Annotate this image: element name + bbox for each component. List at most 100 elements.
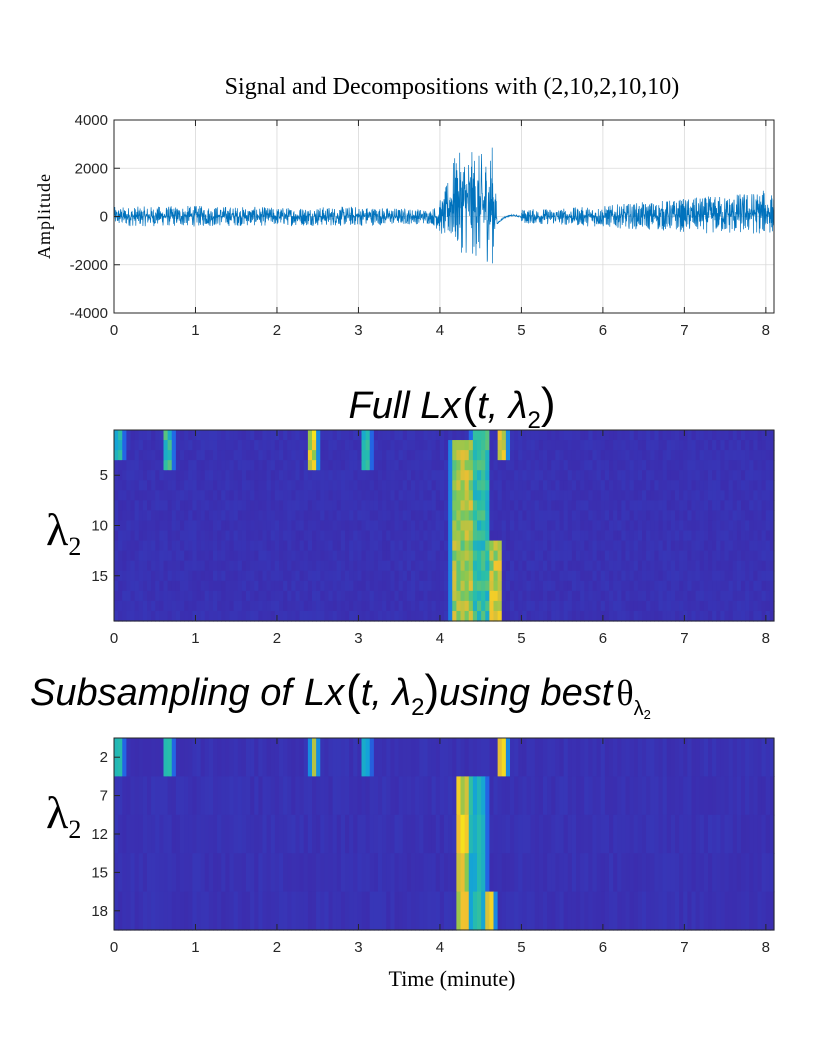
p3-cell <box>167 891 173 931</box>
p3-cell <box>720 814 726 854</box>
p2-cell <box>538 570 544 582</box>
sub-title-arg: t, λ <box>361 672 411 714</box>
p2-cell <box>687 610 693 622</box>
p2-cell <box>761 520 767 532</box>
p2-cell <box>555 560 561 572</box>
p2-cell <box>637 600 643 612</box>
p2-cell <box>757 590 763 602</box>
p3-cell <box>683 814 688 854</box>
p3-cell <box>745 891 750 931</box>
p2-cell <box>563 550 569 562</box>
p2-cell <box>419 600 424 612</box>
p2-cell <box>361 490 367 501</box>
p3-cell <box>357 853 363 893</box>
p2-cell <box>345 550 350 562</box>
p2-cell <box>675 510 680 522</box>
p2-cell <box>217 520 222 532</box>
p2-cell <box>126 490 132 501</box>
p2-cell <box>761 580 767 592</box>
p2-cell <box>683 480 688 491</box>
p2-cell <box>345 520 350 532</box>
p3-cell <box>666 891 672 931</box>
p3-cell <box>175 738 181 777</box>
p2-cell <box>489 580 495 592</box>
p2-cell <box>691 510 697 522</box>
p2-cell <box>382 580 387 592</box>
p2-cell <box>233 590 239 602</box>
signal-x-tick-label: 8 <box>762 322 770 339</box>
p3-cell <box>559 738 565 777</box>
p2-cell <box>299 540 305 552</box>
p2-cell <box>571 590 577 602</box>
p2-cell <box>411 580 416 592</box>
p3-cell <box>543 891 548 931</box>
p2-cell <box>419 520 424 532</box>
p2-cell <box>180 550 185 562</box>
p2-cell <box>724 440 730 451</box>
p2-cell <box>604 600 610 612</box>
p3-cell <box>349 814 354 854</box>
p2-cell <box>683 550 688 562</box>
p2-cell <box>345 450 350 461</box>
p2-cell <box>444 480 449 491</box>
p2-cell <box>769 580 775 592</box>
p3-cell <box>621 814 627 854</box>
p2-cell <box>510 450 515 461</box>
p3-cell <box>406 891 412 931</box>
p3-cell <box>175 776 181 816</box>
p2-cell <box>728 610 734 622</box>
p2-cell <box>613 570 618 582</box>
p2-cell <box>233 560 239 572</box>
p2-cell <box>431 610 437 622</box>
p2-cell <box>435 510 441 522</box>
p2-cell <box>588 580 594 592</box>
p2-cell <box>307 430 313 441</box>
p2-cell <box>555 610 561 622</box>
p2-cell <box>279 530 284 542</box>
p2-cell <box>753 500 759 512</box>
p2-cell <box>633 530 639 542</box>
p2-cell <box>650 450 655 461</box>
p2-cell <box>254 450 259 461</box>
p2-cell <box>510 600 515 612</box>
p2-cell <box>650 480 655 491</box>
p3-cell <box>526 814 532 854</box>
p2-cell <box>163 470 169 481</box>
p2-cell <box>580 460 585 471</box>
p2-cell <box>600 580 606 592</box>
p2-cell <box>196 570 202 582</box>
p3-cell <box>406 776 412 816</box>
p2-cell <box>163 450 169 461</box>
p2-cell <box>741 530 746 542</box>
p2-cell <box>241 450 247 461</box>
p2-cell <box>151 610 156 622</box>
p3-cell <box>592 891 598 931</box>
p2-cell <box>749 590 754 602</box>
p2-cell <box>650 610 655 622</box>
p2-cell <box>283 610 288 622</box>
p2-cell <box>299 550 305 562</box>
p3-cell <box>254 814 259 854</box>
p2-cell <box>481 570 486 582</box>
p2-cell <box>749 560 754 572</box>
p2-cell <box>625 470 631 481</box>
p2-cell <box>576 610 581 622</box>
p2-cell <box>320 520 325 532</box>
p2-cell <box>159 560 165 572</box>
p2-cell <box>728 560 734 572</box>
p2-cell <box>448 560 453 572</box>
p3-cell <box>246 814 251 854</box>
full-heatmap-x-tick-label: 6 <box>599 630 607 647</box>
p2-cell <box>518 530 523 542</box>
p2-cell <box>534 580 540 592</box>
p2-cell <box>303 570 309 582</box>
p2-cell <box>406 590 412 602</box>
p3-cell <box>555 853 561 893</box>
p2-cell <box>736 440 742 451</box>
p2-cell <box>217 600 222 612</box>
p2-cell <box>151 570 156 582</box>
p2-cell <box>336 480 342 491</box>
p2-cell <box>464 480 470 491</box>
p3-cell <box>547 776 552 816</box>
